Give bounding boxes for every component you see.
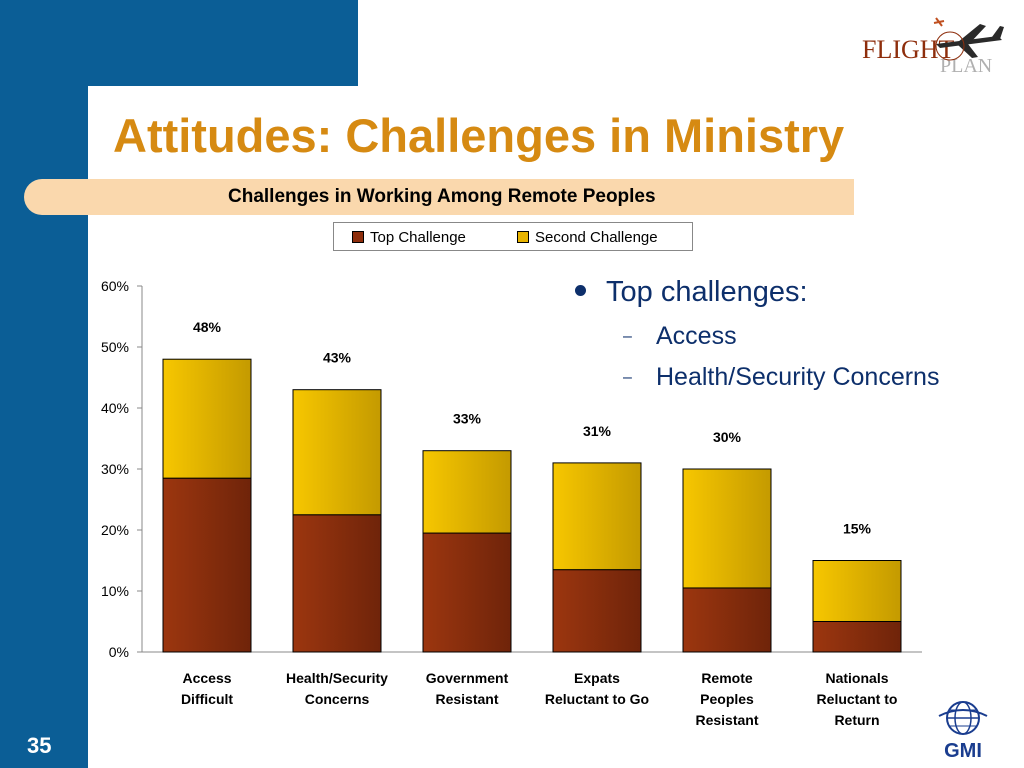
y-tick-label: 20% bbox=[101, 522, 129, 538]
legend-swatch-second-challenge bbox=[517, 231, 529, 244]
x-category-label: Resistant bbox=[695, 712, 758, 728]
bar-top-challenge bbox=[812, 621, 902, 653]
logo-text-flight: FLIGHT bbox=[862, 35, 955, 64]
bullet-sub-text: Health/Security Concerns bbox=[656, 363, 940, 391]
bullet-item-main: Top challenges: bbox=[575, 276, 808, 309]
logo-text-gmi: GMI bbox=[944, 740, 982, 762]
legend-item-top-challenge: Top Challenge bbox=[352, 229, 466, 246]
chart-title: Challenges in Working Among Remote Peopl… bbox=[228, 186, 656, 207]
gmi-logo: GMI bbox=[935, 700, 991, 762]
bar-total-label: 15% bbox=[843, 521, 872, 537]
bar-second-challenge bbox=[812, 560, 902, 622]
bar-top-challenge bbox=[162, 477, 252, 653]
x-category-label: Reluctant to bbox=[817, 691, 898, 707]
top-band bbox=[0, 0, 358, 86]
y-tick-label: 10% bbox=[101, 583, 129, 599]
subtitle-band bbox=[24, 179, 854, 215]
x-category-label: Peoples bbox=[700, 691, 754, 707]
bullet-main-text: Top challenges: bbox=[606, 276, 808, 308]
legend-swatch-top-challenge bbox=[352, 231, 364, 244]
flightplan-logo: FLIGHT PLAN bbox=[862, 17, 1004, 77]
y-tick-label: 0% bbox=[109, 644, 129, 660]
bar-total-label: 48% bbox=[193, 319, 222, 335]
x-category-label: Nationals bbox=[825, 670, 888, 686]
bullet-sub-text: Access bbox=[656, 322, 737, 350]
dash-icon: – bbox=[623, 369, 632, 386]
legend-item-second-challenge: Second Challenge bbox=[517, 229, 658, 246]
legend-label-top-challenge: Top Challenge bbox=[370, 229, 466, 246]
x-category-label: Reluctant to Go bbox=[545, 691, 649, 707]
dash-icon: – bbox=[623, 328, 632, 345]
bar-second-challenge bbox=[292, 389, 382, 516]
bar-second-challenge bbox=[422, 450, 512, 534]
legend-label-second-challenge: Second Challenge bbox=[535, 229, 658, 246]
bar-top-challenge bbox=[292, 514, 382, 653]
x-category-label: Resistant bbox=[435, 691, 498, 707]
sidebar-band bbox=[0, 0, 88, 768]
bar-second-challenge bbox=[682, 468, 772, 589]
bullet-subitem-health: – Health/Security Concerns bbox=[623, 363, 939, 392]
bar-top-challenge bbox=[422, 532, 512, 653]
airplane-icon bbox=[933, 17, 1004, 61]
globe-icon bbox=[938, 701, 988, 735]
x-category-label: Remote bbox=[701, 670, 753, 686]
x-category-label: Return bbox=[834, 712, 879, 728]
y-tick-label: 50% bbox=[101, 339, 129, 355]
x-category-label: Access bbox=[182, 670, 231, 686]
y-tick-label: 60% bbox=[101, 278, 129, 294]
bullet-subitem-access: – Access bbox=[623, 322, 737, 351]
chart-legend: Top Challenge Second Challenge bbox=[333, 222, 693, 251]
bar-total-label: 43% bbox=[323, 350, 352, 366]
bullet-dot-icon bbox=[575, 285, 586, 296]
logo-text-plan: PLAN bbox=[940, 55, 992, 77]
slide-title: Attitudes: Challenges in Ministry bbox=[113, 109, 845, 162]
bar-total-label: 33% bbox=[453, 411, 482, 427]
y-tick-label: 40% bbox=[101, 400, 129, 416]
bar-top-challenge bbox=[552, 569, 642, 653]
x-category-label: Expats bbox=[574, 670, 620, 686]
bar-top-challenge bbox=[682, 587, 772, 653]
x-category-label: Government bbox=[426, 670, 509, 686]
bar-total-label: 31% bbox=[583, 423, 612, 439]
x-category-label: Health/Security bbox=[286, 670, 388, 686]
x-category-label: Difficult bbox=[181, 691, 233, 707]
bar-total-label: 30% bbox=[713, 429, 742, 445]
y-tick-label: 30% bbox=[101, 461, 129, 477]
slide-number: 35 bbox=[27, 733, 52, 758]
bar-second-challenge bbox=[162, 358, 252, 479]
x-category-label: Concerns bbox=[305, 691, 370, 707]
bar-second-challenge bbox=[552, 462, 642, 571]
